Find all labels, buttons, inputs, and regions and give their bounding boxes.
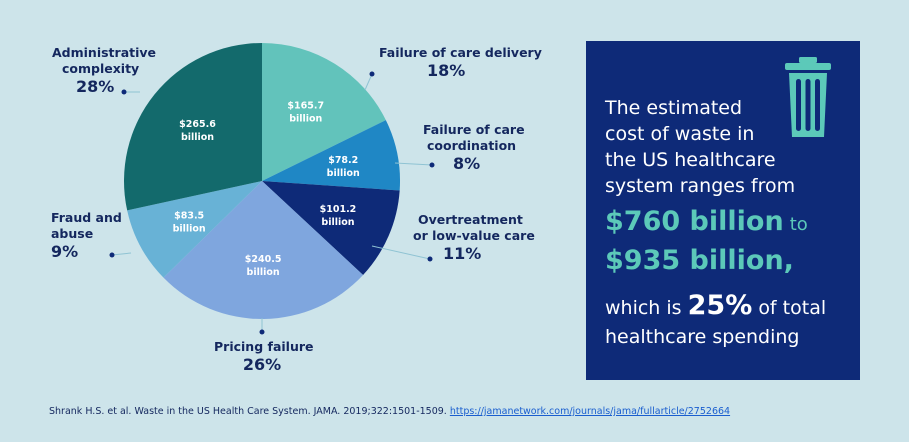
spending-percent: 25% [687, 290, 753, 321]
pie-value-label-3: $240.5 [245, 254, 282, 265]
connector-line-0 [364, 73, 373, 91]
pie-value-label-2: $101.2 [320, 204, 357, 215]
connector-dot-0 [369, 71, 375, 77]
pie-value-unit-4: billion [173, 223, 206, 234]
percent: 9% [51, 242, 79, 261]
label-line1: Pricing failure [214, 339, 314, 354]
pie-value-label-5: $265.6 [179, 119, 216, 130]
pie-value-unit-2: billion [321, 217, 354, 228]
amount-comma: , [783, 245, 794, 276]
category-label-fraud-abuse: Fraud and abuse 9% [51, 210, 122, 260]
pie-value-label-1: $78.2 [328, 155, 358, 166]
pie-value-unit-0: billion [289, 114, 322, 125]
connector-dot-1 [429, 162, 435, 168]
connector-dot-5 [121, 89, 127, 95]
pie-slice-2 [262, 181, 400, 275]
pie-slice-3 [163, 181, 364, 319]
pie-value-unit-3: billion [247, 267, 280, 278]
summary-last-line: healthcare spending [605, 326, 800, 348]
amount-low: $760 billion [605, 206, 784, 237]
summary-line3: the US healthcare [605, 149, 776, 171]
label-line2: complexity [62, 61, 140, 76]
category-label-administrative: Administrative complexity 28% [52, 45, 156, 95]
summary-line1: The estimated [605, 97, 743, 119]
label-line2: abuse [51, 226, 94, 241]
percent: 8% [453, 154, 481, 173]
pie-slice-5 [123, 43, 262, 211]
category-label-care-coordination: Failure of care coordination 8% [423, 122, 525, 172]
amount-high: $935 billion [605, 245, 784, 276]
trash-icon [785, 57, 831, 137]
connector-dot-3 [259, 329, 265, 335]
percent: 11% [443, 244, 482, 263]
percent: 28% [76, 77, 115, 96]
pie-slice-4 [127, 181, 262, 278]
source-link[interactable]: https://jamanetwork.com/journals/jama/fu… [449, 406, 731, 417]
category-label-overtreatment: Overtreatment or low-value care 11% [413, 212, 535, 262]
pie-value-unit-1: billion [327, 168, 360, 179]
pie-slice-0 [262, 43, 386, 181]
summary-panel: The estimated cost of waste in the US he… [586, 41, 860, 380]
pie-value-label-0: $165.7 [287, 101, 324, 112]
of-total-text: of total [758, 297, 827, 319]
summary-line2: cost of waste in [605, 123, 755, 145]
category-label-care-delivery: Failure of care delivery 18% [379, 45, 542, 79]
source-text: Shrank H.S. et al. Waste in the US Healt… [49, 406, 447, 417]
summary-line4: system ranges from [605, 175, 796, 197]
which-is-text: which is [605, 297, 682, 319]
source-citation: Shrank H.S. et al. Waste in the US Healt… [49, 406, 730, 417]
percent: 26% [242, 355, 282, 374]
label-line2: or low-value care [413, 228, 535, 243]
percent: 18% [427, 61, 466, 80]
label-line1: Administrative [52, 45, 157, 60]
label-line1: Failure of care delivery [379, 45, 542, 60]
connector-dot-4 [109, 252, 115, 258]
connector-dot-2 [427, 256, 433, 262]
pie-value-unit-5: billion [181, 132, 214, 143]
label-line1: Failure of care [423, 122, 525, 137]
connector-line-2 [371, 245, 431, 260]
label-line2: coordination [427, 138, 517, 153]
pie-value-label-4: $83.5 [174, 210, 204, 221]
label-line1: Fraud and [51, 210, 122, 225]
category-label-pricing-failure: Pricing failure 26% [214, 339, 314, 374]
to-text: to [789, 214, 808, 235]
label-line1: Overtreatment [418, 212, 523, 227]
connector-line-4 [111, 252, 132, 256]
pie-slice-1 [262, 120, 400, 191]
summary-text: The estimated cost of waste in the US he… [605, 95, 855, 350]
connector-line-1 [394, 162, 433, 166]
